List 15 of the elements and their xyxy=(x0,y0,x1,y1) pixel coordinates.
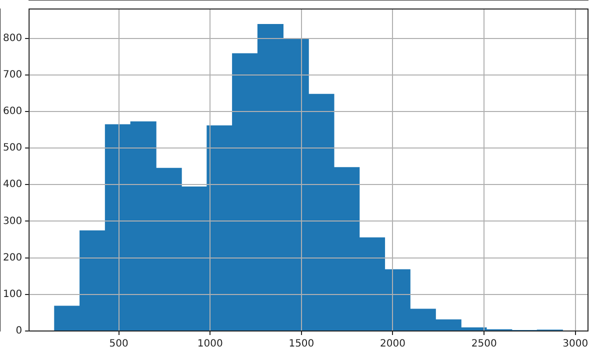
y-tick-label: 200 xyxy=(2,252,22,264)
y-tick-label: 500 xyxy=(2,142,22,154)
x-tick-label: 1000 xyxy=(197,338,223,350)
y-tick-label: 800 xyxy=(2,32,22,44)
x-tick-label: 2500 xyxy=(471,338,497,350)
x-tick-label: 500 xyxy=(109,338,128,350)
x-tick-label: 3000 xyxy=(562,338,588,350)
y-tick-label: 400 xyxy=(2,179,22,190)
y-tick-label: 600 xyxy=(2,106,22,118)
y-tick-label: 300 xyxy=(2,216,22,227)
x-tick-label: 1500 xyxy=(288,338,314,350)
x-tick-label: 2000 xyxy=(380,338,406,350)
y-tick-label: 700 xyxy=(2,69,22,80)
y-tick-label: 0 xyxy=(16,326,22,337)
y-tick-label: 100 xyxy=(2,289,22,300)
